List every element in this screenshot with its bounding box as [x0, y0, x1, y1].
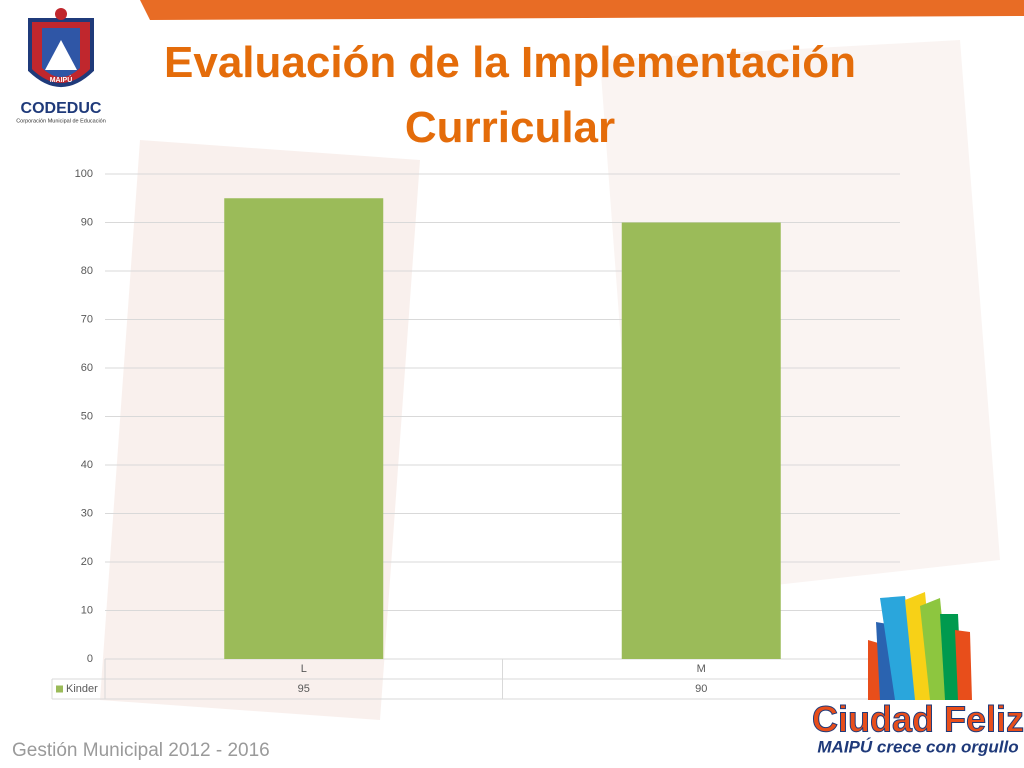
table-value: 90: [695, 683, 707, 695]
footer: Gestión Municipal 2012 - 2016: [12, 740, 270, 761]
y-tick-label: 10: [81, 604, 93, 616]
title-line: Evaluación de la Implementación: [164, 38, 856, 87]
legend-label: Kinder: [66, 683, 98, 695]
brand: Ciudad Feliz: [812, 699, 1024, 740]
ciudad-feliz-logo: Ciudad Feliz MAIPÚ crece con orgullo: [811, 592, 1024, 756]
y-tick-label: 60: [81, 362, 93, 374]
y-tick-label: 40: [81, 459, 93, 471]
chart-title: Evaluación de la Implementación Curricula…: [164, 38, 856, 152]
bar: [224, 198, 384, 659]
top-band: [140, 0, 1024, 20]
slogan: MAIPÚ crece con orgullo: [817, 737, 1018, 756]
bar: [621, 222, 781, 659]
y-tick-label: 80: [81, 265, 93, 277]
logo-badge: MAIPÚ: [50, 75, 73, 84]
y-tick-label: 20: [81, 556, 93, 568]
chart: 0 10 20 30 40 50 60 70 80 90 100 L M Kinder 95 90: [51, 168, 901, 700]
y-tick-label: 50: [81, 410, 93, 422]
y-tick-label: 30: [81, 507, 93, 519]
table-value: 95: [298, 683, 310, 695]
legend-key: [56, 685, 63, 693]
codeduc-logo: MAIPÚ CODEDUC Corporación Municipal de E…: [16, 8, 106, 124]
y-tick-label: 0: [87, 653, 93, 665]
x-tick-label: M: [697, 663, 706, 675]
title-line: Curricular: [405, 103, 615, 152]
y-tick-label: 70: [81, 313, 93, 325]
x-tick-label: L: [301, 663, 307, 675]
y-tick-label: 90: [81, 216, 93, 228]
logo-subtitle: Corporación Municipal de Educación: [16, 118, 106, 124]
logo-name: CODEDUC: [21, 100, 102, 117]
y-tick-label: 100: [75, 168, 93, 180]
